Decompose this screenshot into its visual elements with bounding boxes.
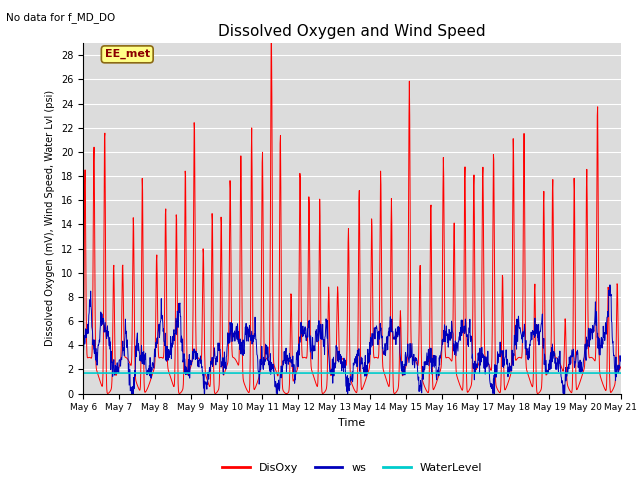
Title: Dissolved Oxygen and Wind Speed: Dissolved Oxygen and Wind Speed: [218, 24, 486, 39]
WaterLevel: [506, 370, 513, 376]
DisOxy: [436, 369, 444, 374]
Line: ws: ws: [83, 285, 621, 394]
DisOxy: [79, 355, 87, 361]
Text: No data for f_MD_DO: No data for f_MD_DO: [6, 12, 116, 23]
ws: [79, 346, 87, 352]
WaterLevel: [617, 370, 625, 376]
WaterLevel: [79, 370, 87, 376]
WaterLevel: [553, 370, 561, 376]
WaterLevel: [199, 370, 207, 376]
DisOxy: [259, 192, 267, 197]
WaterLevel: [186, 370, 193, 376]
Legend: DisOxy, ws, WaterLevel: DisOxy, ws, WaterLevel: [218, 459, 486, 478]
ws: [128, 391, 136, 396]
Y-axis label: Dissolved Oxygen (mV), Wind Speed, Water Lvl (psi): Dissolved Oxygen (mV), Wind Speed, Water…: [45, 90, 56, 347]
WaterLevel: [435, 370, 443, 376]
ws: [199, 373, 207, 379]
ws: [186, 363, 194, 369]
X-axis label: Time: Time: [339, 418, 365, 428]
DisOxy: [506, 373, 514, 379]
ws: [436, 362, 444, 368]
DisOxy: [283, 391, 291, 396]
Text: EE_met: EE_met: [105, 49, 150, 60]
ws: [554, 355, 561, 361]
DisOxy: [186, 367, 193, 372]
DisOxy: [617, 364, 625, 370]
DisOxy: [268, 40, 275, 46]
ws: [606, 282, 614, 288]
DisOxy: [199, 270, 207, 276]
ws: [506, 369, 514, 374]
ws: [617, 355, 625, 361]
WaterLevel: [259, 370, 267, 376]
ws: [259, 366, 267, 372]
Line: DisOxy: DisOxy: [83, 43, 621, 394]
DisOxy: [554, 356, 561, 362]
